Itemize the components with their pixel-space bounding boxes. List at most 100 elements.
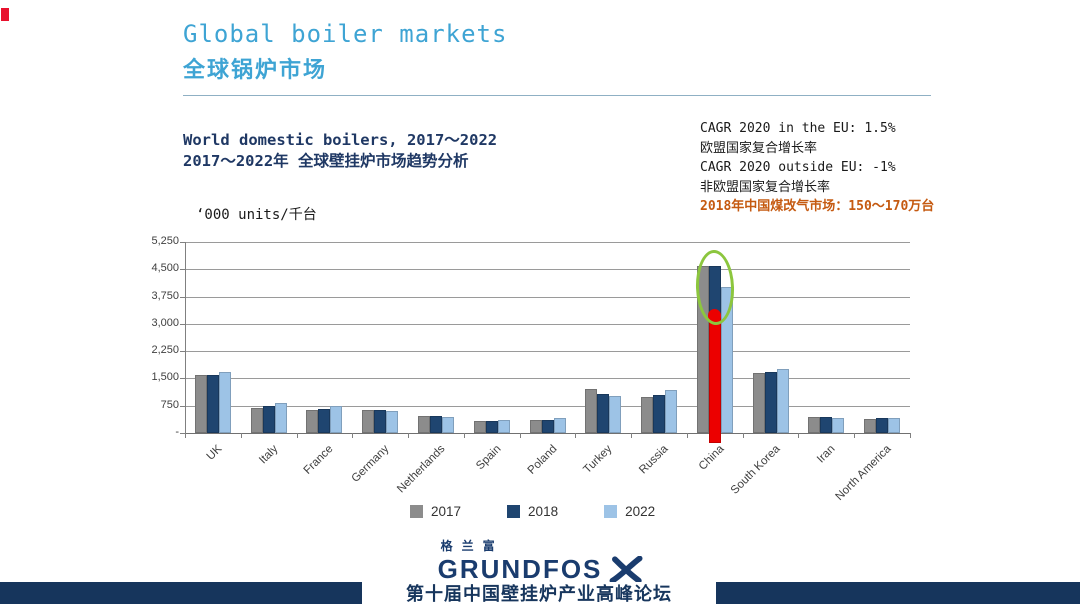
x-axis-line (185, 433, 910, 434)
bar-italy-2017 (250, 407, 263, 433)
legend-label: 2022 (625, 504, 656, 519)
annotation-line: CAGR 2020 in the EU: 1.5% (700, 121, 896, 136)
x-tick-mark (686, 433, 688, 438)
y-tick-label: 750 (160, 398, 179, 411)
cagr-annotations: CAGR 2020 in the EU: 1.5% 欧盟国家复合增长率 CAGR 2… (700, 119, 934, 217)
china-red-dot (708, 308, 722, 322)
bar-russia-2017 (641, 396, 654, 433)
bar-turkey-2017 (585, 389, 598, 433)
units-label: ‘000 units/千台 (196, 207, 317, 223)
grundfos-logo-zh: 格兰富 (440, 539, 504, 553)
legend-swatch (507, 505, 521, 518)
bar-uk-2022 (218, 371, 231, 433)
bar-china-2017 (696, 265, 709, 433)
legend-item-2018: 2018 (507, 504, 558, 519)
x-tick-mark (798, 433, 800, 438)
bar-iran-2022 (832, 418, 845, 433)
bar-russia-2018 (653, 394, 666, 433)
annotation-line: CAGR 2020 outside EU: -1% (700, 160, 896, 175)
y-gridline (185, 323, 910, 325)
x-tick-mark (296, 433, 298, 438)
x-tick-mark (185, 433, 186, 438)
chart-subtitle: World domestic boilers, 2017～2022 2017～2… (183, 130, 497, 172)
y-tick-mark (180, 405, 185, 407)
banner-text: 第十届中国壁挂炉产业高峰论坛 (406, 584, 672, 604)
bar-spain-2017 (473, 420, 486, 433)
bar-north-america-2017 (864, 418, 877, 433)
bar-russia-2022 (665, 390, 678, 433)
y-gridline (185, 405, 910, 407)
bar-iran-2017 (808, 416, 821, 433)
legend-swatch (410, 505, 423, 518)
y-gridline (185, 296, 910, 298)
bar-netherlands-2022 (441, 416, 454, 433)
legend-label: 2018 (528, 504, 559, 519)
legend-item-2017: 2017 (410, 504, 461, 519)
x-tick-mark (408, 433, 410, 438)
bar-germany-2017 (362, 410, 375, 433)
bar-south-korea-2017 (752, 372, 765, 433)
grundfos-logo: 格兰富 GRUNDFOS (438, 537, 643, 585)
bar-netherlands-2017 (417, 416, 430, 433)
bar-turkey-2018 (597, 393, 610, 433)
y-tick-label: - (175, 426, 179, 438)
annotation-line: 欧盟国家复合增长率 (700, 140, 818, 156)
y-tick-mark (180, 378, 185, 380)
annotation-line: 非欧盟国家复合增长率 (700, 179, 831, 195)
chart-legend: 2017 2018 2022 (410, 504, 655, 519)
bar-south-korea-2022 (776, 368, 789, 433)
x-tick-mark (519, 433, 521, 438)
y-gridline (185, 242, 910, 243)
y-tick-label: 2,250 (151, 344, 179, 357)
x-tick-mark (463, 433, 465, 438)
legend-swatch (604, 505, 618, 518)
bar-germany-2018 (374, 410, 387, 433)
grundfos-wordmark: GRUNDFOS (437, 554, 603, 584)
banner-right-block (716, 582, 1080, 604)
bar-poland-2017 (529, 419, 542, 433)
bar-france-2017 (306, 409, 319, 433)
bar-south-korea-2018 (764, 371, 777, 433)
y-gridline (185, 269, 910, 271)
chart-subtitle-zh: 2017～2022年 全球壁挂炉市场趋势分析 (183, 152, 469, 170)
bar-germany-2022 (386, 411, 399, 433)
x-tick-mark (854, 433, 856, 438)
banner-left-block (0, 582, 362, 604)
bar-uk-2017 (194, 374, 207, 433)
y-tick-mark (180, 433, 185, 434)
annotation-line: 2018年中国煤改气市场：150～170万台 (700, 199, 935, 214)
y-tick-label: 4,500 (151, 262, 179, 275)
bar-italy-2022 (274, 402, 287, 433)
bar-italy-2018 (262, 406, 275, 433)
bar-uk-2018 (206, 375, 219, 433)
slide-title-zh: 全球锅炉市场 (183, 57, 328, 82)
bar-north-america-2018 (876, 418, 889, 433)
chart-subtitle-en: World domestic boilers, 2017～2022 (183, 131, 498, 149)
bar-france-2018 (318, 408, 331, 433)
x-tick-mark (352, 433, 354, 438)
y-tick-label: 1,500 (151, 371, 179, 384)
banner-center: 第十届中国壁挂炉产业高峰论坛 (362, 582, 716, 604)
bar-spain-2022 (497, 419, 510, 433)
x-tick-mark (631, 433, 633, 438)
slide-title-en: Global boiler markets (183, 20, 508, 48)
bar-turkey-2022 (609, 395, 622, 433)
y-gridline (185, 378, 910, 380)
y-gridline (185, 351, 910, 353)
y-tick-label: 3,750 (151, 289, 179, 302)
red-corner-mark (1, 8, 9, 21)
legend-item-2022: 2022 (604, 504, 655, 519)
bar-poland-2022 (553, 418, 566, 433)
title-divider (183, 95, 931, 96)
x-tick-mark (575, 433, 577, 438)
y-tick-mark (180, 323, 185, 325)
y-tick-mark (180, 242, 185, 243)
y-tick-label: 3,000 (151, 316, 179, 329)
bar-china-2022 (720, 287, 733, 433)
x-tick-mark (910, 433, 911, 438)
bar-iran-2018 (820, 416, 833, 433)
y-axis-line (185, 242, 186, 437)
y-tick-mark (180, 269, 185, 271)
